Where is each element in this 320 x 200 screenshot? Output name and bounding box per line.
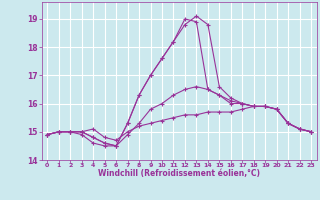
X-axis label: Windchill (Refroidissement éolien,°C): Windchill (Refroidissement éolien,°C): [98, 169, 260, 178]
